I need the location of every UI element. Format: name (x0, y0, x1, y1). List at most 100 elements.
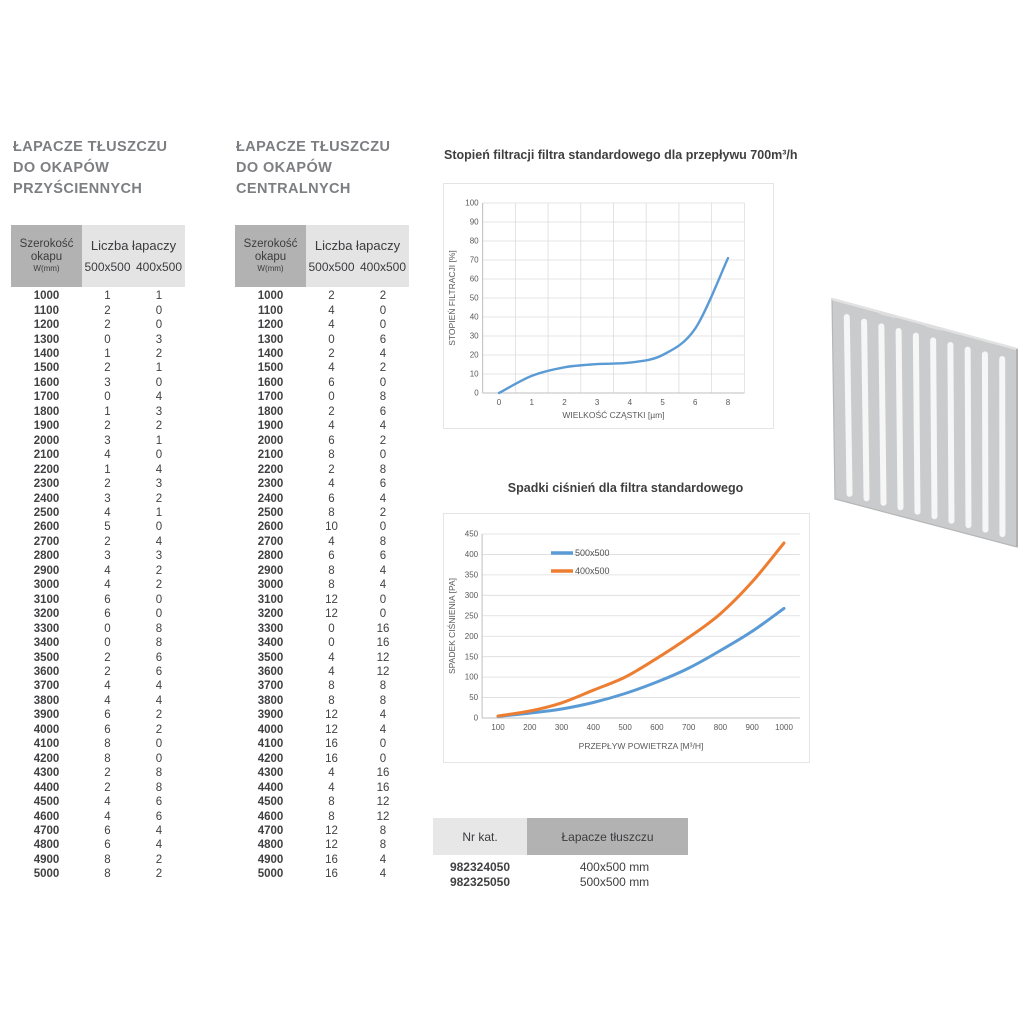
hood-width-cell: 3600 (33, 666, 60, 678)
svg-text:90: 90 (470, 218, 479, 227)
grease-filter-image (831, 297, 1018, 548)
count-400x500-cell: 4 (155, 535, 163, 548)
wall-hoods-table: Szerokość okapu W(mm) Liczba łapaczy 500… (11, 225, 185, 882)
table-row: 2900 4 2 (11, 564, 185, 578)
table-row: 2500 4 1 (11, 506, 185, 520)
count-500x500-cell: 2 (104, 478, 111, 491)
svg-text:400: 400 (465, 550, 479, 559)
count-500x500-cell: 16 (325, 752, 338, 765)
count-500x500-cell: 0 (104, 637, 111, 650)
table-row: 4700 6 4 (11, 824, 185, 838)
count-500x500-cell: 2 (328, 405, 335, 418)
table-row: 1100 4 0 (235, 303, 409, 317)
svg-text:WIELKOŚĆ CZĄSTKI [µm]: WIELKOŚĆ CZĄSTKI [µm] (562, 409, 664, 420)
hood-width-cell: 3800 (33, 694, 60, 707)
hood-width-cell: 4200 (257, 752, 284, 765)
hood-width-cell: 2800 (33, 550, 60, 563)
count-500x500-cell: 4 (328, 666, 335, 678)
svg-text:50: 50 (469, 693, 478, 702)
svg-text:400: 400 (587, 723, 601, 732)
table-row: 3600 2 6 (11, 665, 185, 679)
count-400x500-cell: 2 (379, 507, 387, 520)
count-500x500-cell: 0 (328, 637, 335, 650)
count-400x500-cell: 1 (155, 290, 163, 303)
count-500x500-cell: 1 (104, 405, 111, 418)
width-label: Szerokość okapu (243, 238, 298, 263)
table-row: 4300 4 16 (235, 766, 409, 780)
count-400x500-cell: 6 (155, 810, 163, 823)
hood-width-cell: 1900 (33, 420, 60, 433)
count-500x500-cell: 2 (104, 651, 111, 664)
table-row: 1000 1 1 (11, 289, 185, 303)
hood-width-cell: 1500 (33, 362, 60, 375)
hood-width-cell: 2700 (33, 535, 60, 548)
table-row: 3100 6 0 (11, 593, 185, 607)
hood-width-cell: 2900 (257, 564, 284, 577)
count-400x500-cell: 4 (155, 463, 163, 476)
hood-width-cell: 4400 (257, 781, 284, 794)
count-500x500-cell: 4 (104, 810, 111, 823)
count-500x500-cell: 6 (328, 434, 335, 447)
hood-width-cell: 4900 (257, 853, 284, 866)
svg-text:400x500: 400x500 (575, 566, 610, 576)
table-row: 1800 2 6 (235, 405, 409, 419)
count-400x500-cell: 16 (376, 767, 390, 780)
count-400x500-cell: 8 (155, 767, 163, 780)
count-400x500-cell: 1 (155, 507, 163, 520)
filtration-chart-svg: 0 10 20 30 40 50 60 70 80 90 100 0 1 2 3 4 5 6 8 WIELKOŚĆ C… (447, 199, 745, 420)
width-label: Szerokość okapu (19, 238, 74, 263)
svg-text:200: 200 (523, 723, 537, 732)
svg-text:10: 10 (470, 370, 479, 379)
count-400x500-cell: 3 (155, 550, 163, 563)
count-400x500-cell: 0 (379, 449, 387, 462)
table-row: 2400 6 4 (235, 491, 409, 505)
count-400x500-cell: 0 (379, 376, 387, 389)
catcher-count-header: Liczba łapaczy 500x500 400x500 (306, 225, 409, 287)
table-row: 4900 16 4 (235, 853, 409, 867)
count-500x500-cell: 8 (328, 694, 335, 707)
count-500x500-cell: 0 (104, 622, 111, 635)
count-500x500-cell: 4 (104, 694, 111, 707)
width-unit-label: W(mm) (33, 264, 60, 273)
count-400x500-cell: 4 (379, 564, 387, 577)
hood-width-cell: 4000 (257, 723, 284, 736)
count-400x500-cell: 8 (379, 535, 387, 548)
count-400x500-cell: 6 (155, 651, 163, 664)
table-row: 3100 12 0 (235, 593, 409, 607)
count-400x500-cell: 8 (155, 622, 163, 635)
table-row: 4200 16 0 (235, 752, 409, 766)
pressure-chart-title: Spadki ciśnień dla filtra standardowego (507, 481, 744, 495)
svg-text:500x500: 500x500 (575, 548, 610, 558)
count-500x500-cell: 1 (104, 290, 111, 303)
count-400x500-cell: 0 (379, 521, 387, 534)
hood-width-cell: 1200 (33, 319, 60, 332)
svg-text:0: 0 (497, 398, 502, 407)
hood-width-cell: 1300 (257, 333, 284, 346)
table-row: 2100 4 0 (11, 448, 185, 462)
svg-text:100: 100 (465, 199, 479, 208)
count-500x500-cell: 6 (328, 550, 335, 563)
hood-width-cell: 2300 (33, 478, 60, 491)
table-row: 1500 2 1 (11, 361, 185, 375)
count-500x500-cell: 16 (325, 738, 338, 751)
hood-width-cell: 3400 (257, 637, 284, 650)
count-500x500-cell: 8 (104, 752, 111, 765)
size-col-400: 400x500 (359, 260, 407, 274)
count-500x500-cell: 3 (104, 492, 111, 505)
hood-width-header: Szerokość okapu W(mm) (235, 225, 306, 287)
count-400x500-cell: 4 (379, 709, 387, 722)
count-500x500-cell: 2 (104, 362, 111, 375)
hood-width-cell: 4800 (33, 839, 60, 852)
hood-width-cell: 3900 (257, 709, 284, 722)
hood-width-cell: 2900 (33, 564, 60, 577)
hood-width-cell: 4500 (257, 796, 284, 809)
hood-width-cell: 3700 (257, 680, 284, 693)
hood-width-cell: 4900 (33, 853, 60, 866)
count-500x500-cell: 2 (104, 535, 111, 548)
count-400x500-cell: 4 (379, 868, 387, 881)
svg-text:300: 300 (465, 591, 479, 600)
svg-text:1: 1 (529, 398, 534, 407)
catcher-count-header: Liczba łapaczy 500x500 400x500 (82, 225, 185, 287)
svg-text:350: 350 (465, 570, 479, 579)
count-500x500-cell: 12 (325, 839, 338, 852)
